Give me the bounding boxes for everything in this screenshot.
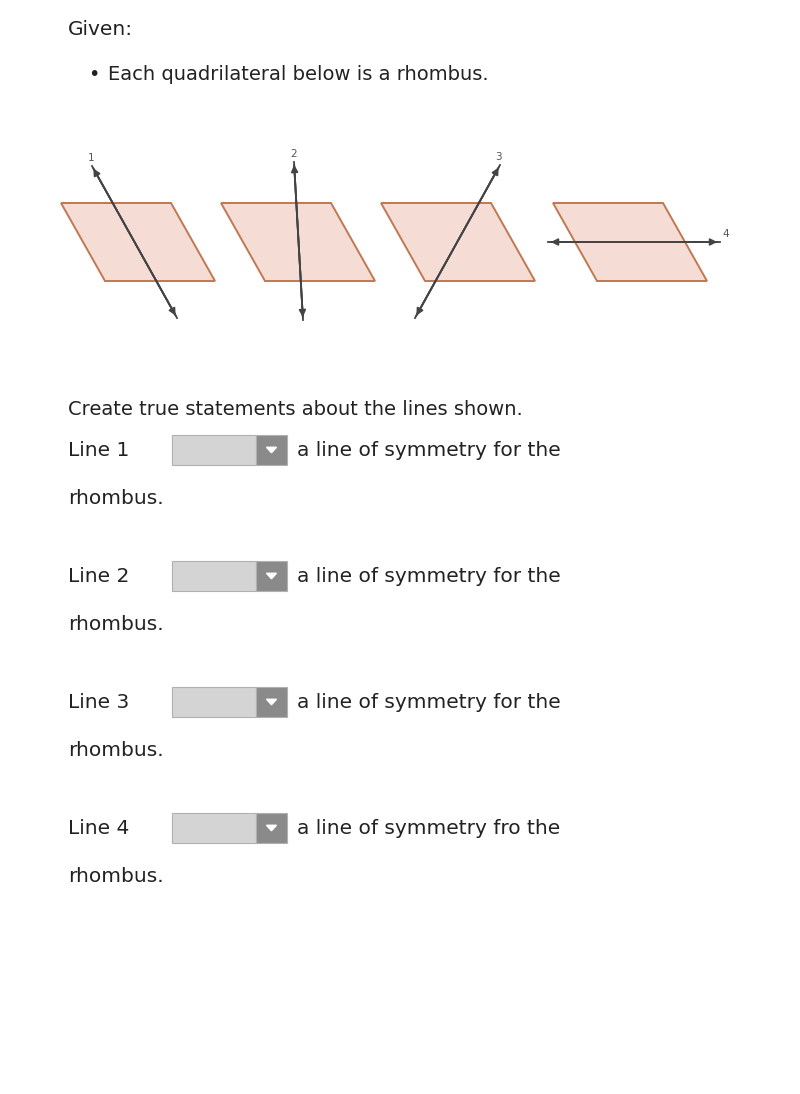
Text: Each quadrilateral below is a rhombus.: Each quadrilateral below is a rhombus. [108,65,489,84]
Bar [256,813,287,843]
Text: Line 1: Line 1 [68,441,130,459]
Text: 2: 2 [290,149,297,159]
Text: rhombus.: rhombus. [68,489,164,508]
Bar [172,561,256,591]
Bar [172,813,256,843]
Text: Line 2: Line 2 [68,567,130,585]
Text: 1: 1 [88,153,94,163]
Text: Line 4: Line 4 [68,818,130,838]
Text: Given:: Given: [68,20,133,39]
Polygon shape [266,573,277,579]
Text: a line of symmetry for the: a line of symmetry for the [297,441,561,459]
Text: Create true statements about the lines shown.: Create true statements about the lines s… [68,400,522,419]
Polygon shape [221,203,375,281]
Text: rhombus.: rhombus. [68,741,164,759]
Text: a line of symmetry fro the: a line of symmetry fro the [297,818,560,838]
Polygon shape [553,203,707,281]
Polygon shape [266,447,277,453]
Bar [172,687,256,717]
Text: Line 3: Line 3 [68,693,130,711]
Bar [256,435,287,465]
Text: a line of symmetry for the: a line of symmetry for the [297,693,561,711]
Bar [256,687,287,717]
Bar [256,561,287,591]
Polygon shape [266,699,277,705]
Polygon shape [381,203,535,281]
Polygon shape [266,825,277,830]
Bar [172,435,256,465]
Polygon shape [61,203,215,281]
Text: a line of symmetry for the: a line of symmetry for the [297,567,561,585]
Text: •: • [88,65,99,84]
Text: rhombus.: rhombus. [68,615,164,633]
Text: rhombus.: rhombus. [68,866,164,885]
Text: 3: 3 [495,152,502,162]
Text: 4: 4 [722,229,729,238]
